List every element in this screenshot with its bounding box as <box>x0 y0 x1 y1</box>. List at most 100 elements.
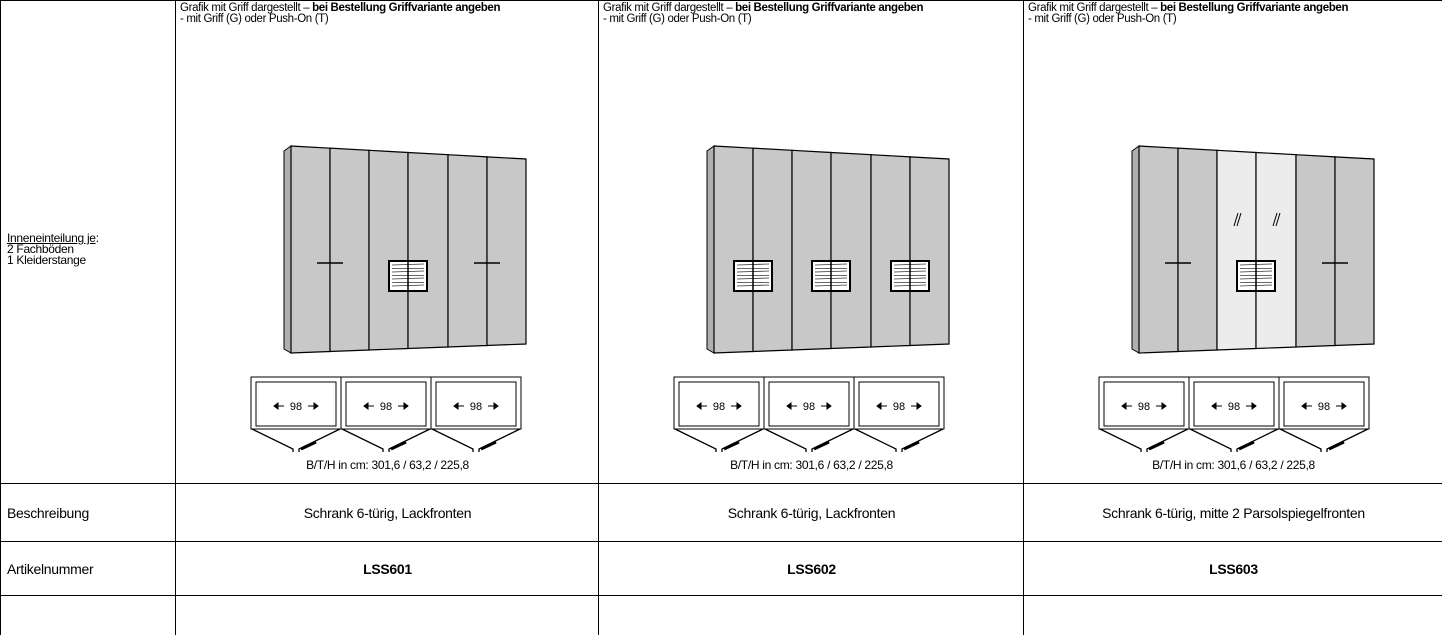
width-label: 98 <box>290 401 302 413</box>
arrow <box>1301 402 1312 410</box>
module-outline <box>673 376 765 430</box>
door-handle <box>300 440 317 451</box>
module-outline <box>250 376 342 430</box>
door-swing <box>388 428 431 452</box>
interior-line: 2 Fachböden <box>7 242 74 256</box>
door-swing <box>1099 428 1142 452</box>
arrow <box>876 402 887 410</box>
width-label: 98 <box>893 401 905 413</box>
arrow <box>786 402 797 410</box>
mirror-mark <box>1233 212 1239 227</box>
arrow <box>1246 402 1257 410</box>
description: Schrank 6-türig, mitte 2 Parsolspiegelfr… <box>1023 483 1442 541</box>
arrow <box>1336 402 1347 410</box>
arrow <box>911 402 922 410</box>
mirror-mark <box>1272 212 1278 227</box>
door-handle <box>813 440 830 451</box>
note-text: Grafik mit Griff dargestellt – <box>603 2 736 14</box>
module-inner <box>1103 381 1185 427</box>
note-text: Grafik mit Griff dargestellt – <box>180 2 313 14</box>
module-inner <box>678 381 760 427</box>
empty-cell <box>598 595 1024 635</box>
module-inner <box>768 381 850 427</box>
note: Grafik mit Griff dargestellt – bei Beste… <box>603 2 924 25</box>
module-outline <box>763 376 855 430</box>
arrow <box>453 402 464 410</box>
arrow <box>488 402 499 410</box>
description-label: Beschreibung <box>0 483 175 541</box>
product-cell: Grafik mit Griff dargestellt – bei Beste… <box>175 0 599 483</box>
note-line2: - mit Griff (G) oder Push-On (T) <box>603 13 752 25</box>
width-label: 98 <box>713 401 725 413</box>
door-handle <box>1148 440 1165 451</box>
door-swing <box>1326 428 1369 452</box>
left-cell: Inneneinteilung je: 2 Fachböden 1 Kleide… <box>0 0 175 483</box>
door <box>1177 147 1218 353</box>
note-text: Grafik mit Griff dargestellt – <box>1028 2 1161 14</box>
door <box>1216 149 1257 351</box>
module-outline <box>1098 376 1190 430</box>
door <box>1334 156 1375 347</box>
side-panel <box>1131 145 1140 354</box>
wardrobe-drawing: 98 98 98 <box>1098 145 1375 452</box>
width-label: 98 <box>803 401 815 413</box>
module-inner <box>345 381 427 427</box>
width-label: 98 <box>1228 401 1240 413</box>
note-line2: - mit Griff (G) oder Push-On (T) <box>180 13 329 25</box>
module-outline <box>1188 376 1280 430</box>
arrow <box>363 402 374 410</box>
description: Schrank 6-türig, Lackfronten <box>175 483 599 541</box>
door-swing <box>854 428 897 452</box>
arrow <box>398 402 409 410</box>
door-swing <box>901 428 944 452</box>
mirror-mark <box>1275 212 1281 227</box>
door <box>752 147 793 353</box>
door-swing <box>251 428 294 452</box>
door <box>830 151 872 350</box>
door-swing <box>1279 428 1322 452</box>
note: Grafik mit Griff dargestellt – bei Beste… <box>180 2 501 25</box>
note-bold: bei Bestellung Griffvariante angeben <box>312 2 501 14</box>
note-line2: - mit Griff (G) oder Push-On (T) <box>1028 13 1177 25</box>
arrow <box>1211 402 1222 410</box>
arrow <box>1156 402 1167 410</box>
interior-suffix: : <box>95 231 99 245</box>
note: Grafik mit Griff dargestellt – bei Beste… <box>1028 2 1349 25</box>
interior-line: 1 Kleiderstange <box>7 253 86 267</box>
door <box>368 149 409 351</box>
side-panel <box>706 145 715 354</box>
module-inner <box>1193 381 1275 427</box>
door <box>486 156 527 347</box>
door-swing <box>431 428 474 452</box>
module-outline <box>853 376 945 430</box>
interior-label: Inneneinteilung je <box>7 231 96 245</box>
interior-info: Inneneinteilung je: 2 Fachböden 1 Kleide… <box>7 231 99 267</box>
door <box>713 145 754 354</box>
module-inner <box>1283 381 1365 427</box>
door-handle <box>390 440 407 451</box>
door <box>329 147 370 353</box>
door <box>1295 154 1336 348</box>
door-swing <box>721 428 764 452</box>
module-outline <box>430 376 522 430</box>
empty-cell <box>1023 595 1442 635</box>
article-number: LSS602 <box>598 541 1024 595</box>
product-cell: Grafik mit Griff dargestellt – bei Beste… <box>598 0 1024 483</box>
door <box>290 145 331 354</box>
door-swing <box>811 428 854 452</box>
door-handle <box>723 440 740 451</box>
door <box>791 149 832 351</box>
empty-cell <box>175 595 599 635</box>
arrow <box>308 402 319 410</box>
door <box>1138 145 1179 354</box>
width-label: 98 <box>1138 401 1150 413</box>
note-bold: bei Bestellung Griffvariante angeben <box>735 2 924 14</box>
door-swing <box>1236 428 1279 452</box>
article-label: Artikelnummer <box>0 541 175 595</box>
module-outline <box>1278 376 1370 430</box>
dimensions: B/T/H in cm: 301,6 / 63,2 / 225,8 <box>730 458 893 472</box>
door <box>447 154 488 348</box>
door-handle <box>480 440 497 451</box>
door-swing <box>1146 428 1189 452</box>
